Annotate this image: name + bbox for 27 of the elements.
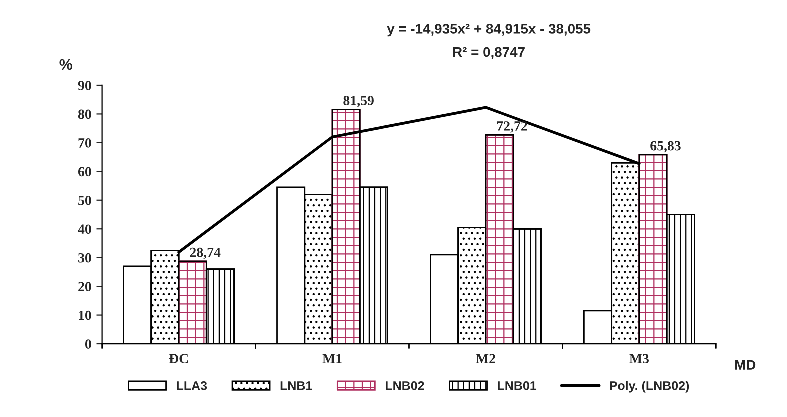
legend-label: LNB01	[498, 381, 537, 390]
data-label: 81,59	[344, 96, 374, 108]
legend-label: LNB1	[280, 382, 312, 390]
y-tick-label: 80	[78, 110, 92, 120]
y-axis-title: %	[60, 59, 73, 70]
y-tick-label: 40	[78, 224, 92, 234]
data-label: 65,83	[650, 141, 681, 153]
data-label: 72,72	[497, 122, 528, 133]
x-tick-label: ĐC	[169, 354, 188, 364]
data-label: 28,74	[190, 248, 221, 260]
legend-label: LLA3	[177, 381, 208, 390]
y-tick-label: 70	[78, 138, 92, 148]
y-tick-label: 90	[78, 81, 92, 90]
x-axis-title: MD	[736, 360, 756, 370]
y-tick-label: 10	[79, 310, 92, 320]
y-tick-label: 50	[78, 196, 92, 206]
x-tick-label: M2	[476, 354, 496, 364]
x-tick-label: M1	[322, 354, 342, 364]
legend-label: LNB02	[386, 381, 424, 390]
y-tick-label: 0	[85, 340, 92, 349]
x-tick-label: M3	[630, 354, 649, 364]
text: y = -14,935x² + 84,915x - 38,055	[387, 24, 591, 37]
y-tick-label: 20	[78, 282, 92, 292]
legend-label: Poly. (LNB02)	[610, 381, 690, 393]
y-tick-label: 30	[78, 253, 92, 263]
text: R² = 0,8747	[453, 47, 525, 60]
y-tick-label: 60	[78, 167, 92, 177]
